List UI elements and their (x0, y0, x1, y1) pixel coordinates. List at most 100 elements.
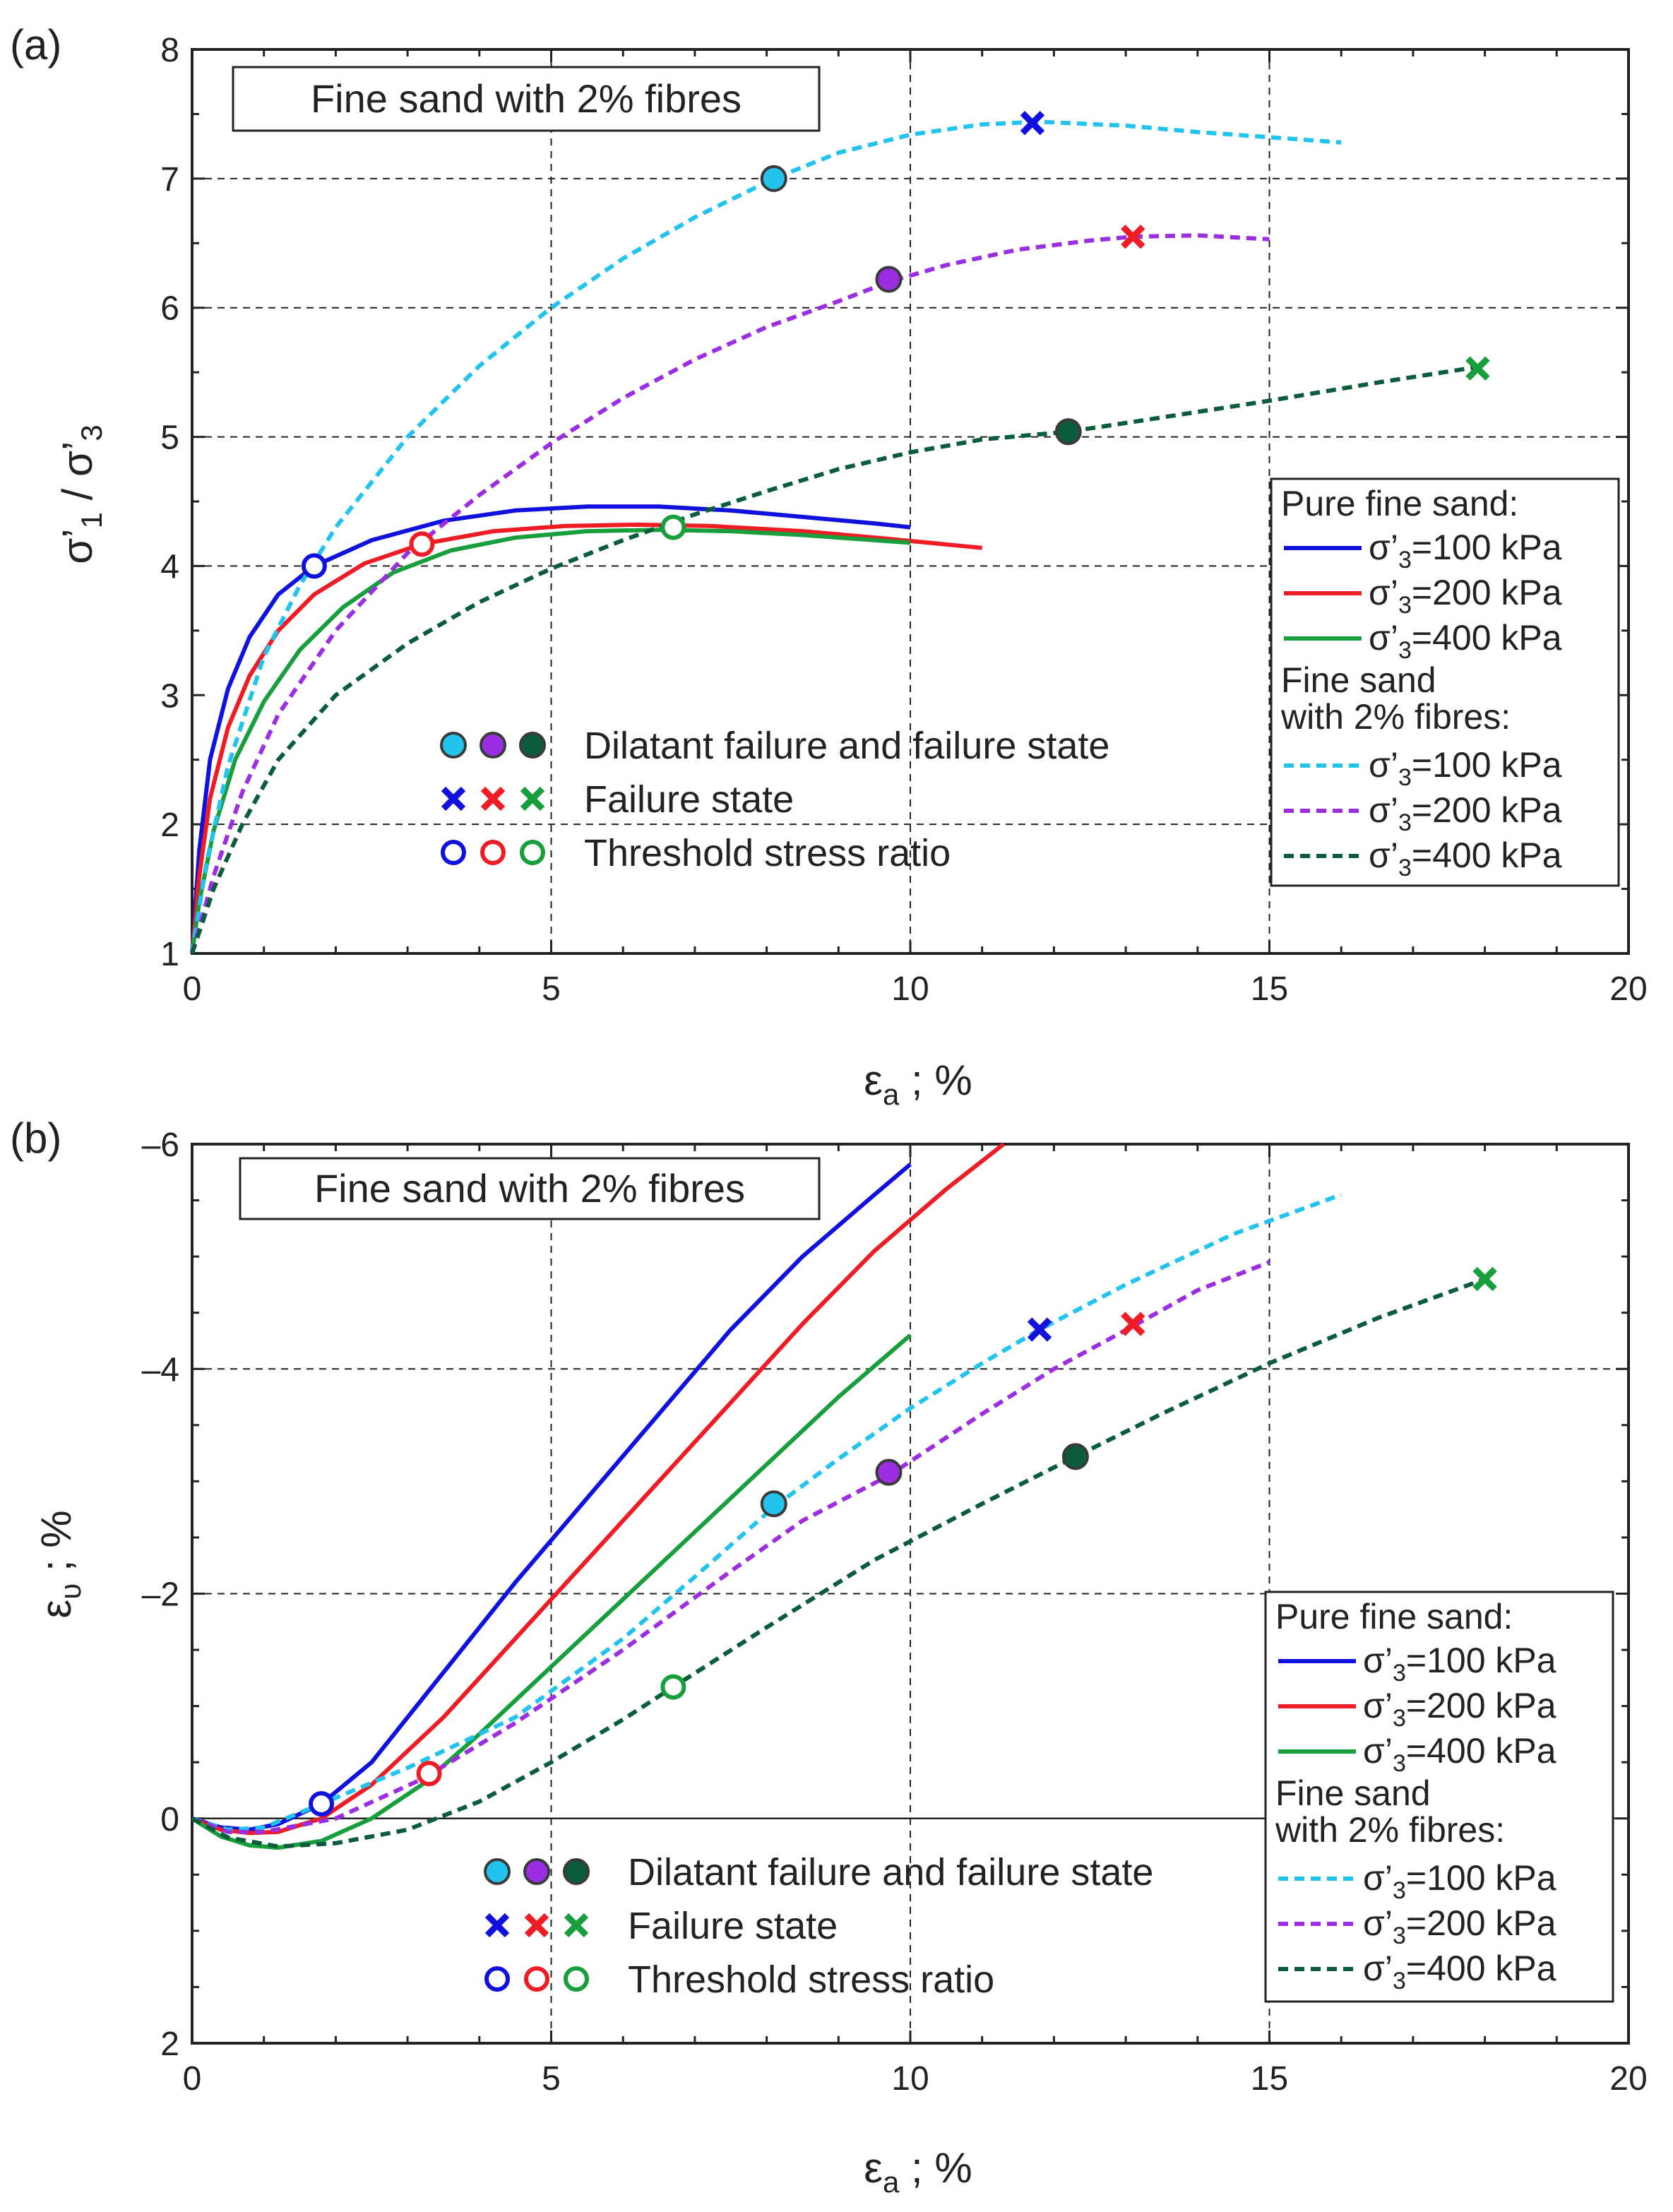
key-label-threshold: Threshold stress ratio (584, 832, 951, 874)
key-marker-dilatant-2 (563, 1858, 590, 1885)
y-tick-label: 8 (160, 32, 179, 69)
series-line-fib_100 (191, 1192, 1342, 1832)
panel-b-chart: 0 5 10 15 20–6–4–202(b)Fine sand with 2% fib… (10, 1114, 1648, 2199)
panel-label: (b) (10, 1114, 61, 1162)
marker-failure-pure_100 (1027, 1317, 1052, 1342)
legend-heading-fib-2: with 2% fibres: (1280, 697, 1511, 737)
x-tick-label: 10 (891, 2060, 929, 2098)
y-tick-label: 4 (160, 548, 179, 585)
x-tick-label: 0 (183, 2060, 202, 2098)
series-line-pure_100 (191, 1163, 912, 1832)
y-axis-label-group: ευ ; % (32, 1510, 87, 1618)
key-marker-failure-0 (484, 1913, 510, 1938)
y-axis-label-group: σ’1 / σ’3 (54, 424, 108, 564)
marker-failure-pure_200 (1121, 224, 1145, 249)
key-marker-dilatant-2 (519, 732, 546, 759)
legend-entry-pure_200: σ’3=200 kPa (1369, 573, 1562, 619)
marker-threshold-pure_400 (660, 514, 686, 540)
marker-failure-pure_100 (1020, 111, 1045, 136)
marker-key: Dilatant failure and failure state Failur… (440, 725, 1109, 874)
y-tick-label: 1 (160, 936, 179, 973)
x-tick-label: 0 (183, 970, 202, 1008)
key-marker-failure-1 (480, 786, 506, 811)
y-tick-label: 5 (160, 420, 179, 457)
panel-a-chart: 0 5 10 15 20 1 2 3 4 5 6 7 8 (a) Fine sand with 2% fib… (10, 21, 1648, 1111)
series-line-fib_100 (190, 119, 1342, 954)
marker-dilatant-fib_100 (760, 165, 787, 192)
legend-entry-fib_400: σ’3=400 kPa (1363, 1949, 1556, 1994)
x-tick-label: 5 (542, 970, 561, 1008)
y-axis-label: ευ ; % (32, 1510, 87, 1618)
legend-entry-pure_400: σ’3=400 kPa (1363, 1731, 1556, 1777)
plot-frame (191, 1143, 1630, 2045)
marker-dilatant-fib_400 (1061, 1443, 1089, 1470)
key-label-dilatant: Dilatant failure and failure state (628, 1851, 1153, 1893)
legend-heading-pure: Pure fine sand: (1281, 484, 1518, 523)
legend-entry-pure_100: σ’3=100 kPa (1369, 528, 1562, 573)
y-tick-label: 3 (160, 677, 179, 715)
marker-failure-pure_400 (1465, 356, 1490, 381)
title-box (239, 1157, 821, 1220)
marker-dilatant-fib_200 (875, 1458, 903, 1486)
legend-entry-pure_100: σ’3=100 kPa (1363, 1641, 1556, 1687)
legend-heading-fib-1: Fine sand (1281, 660, 1436, 700)
legend-heading-fib-2: with 2% fibres: (1275, 1810, 1505, 1850)
chart-title: Fine sand with 2% fibres (314, 1166, 745, 1211)
x-tick-label: 15 (1251, 2060, 1288, 2098)
legend-entry-fib_200: σ’3=200 kPa (1369, 790, 1562, 836)
marker-threshold-pure_100 (301, 553, 327, 579)
key-marker-threshold-1 (524, 1966, 549, 1992)
marker-threshold-pure_200 (416, 1761, 442, 1787)
x-tick-label: 10 (891, 970, 929, 1008)
key-marker-threshold-0 (441, 840, 466, 865)
legend-entry-fib_100: σ’3=100 kPa (1369, 745, 1562, 791)
chart-title: Fine sand with 2% fibres (311, 76, 742, 121)
y-tick-label: 7 (160, 161, 179, 198)
key-marker-failure-2 (520, 786, 545, 811)
marker-failure-pure_200 (1121, 1312, 1145, 1336)
series-line-fib_200 (191, 1260, 1270, 1834)
key-marker-threshold-2 (564, 1966, 589, 1992)
key-marker-dilatant-1 (523, 1858, 550, 1885)
y-axis-label: σ’1 / σ’3 (54, 424, 108, 564)
key-marker-dilatant-1 (480, 732, 506, 759)
legend-heading-pure: Pure fine sand: (1275, 1597, 1513, 1636)
key-marker-dilatant-0 (484, 1858, 511, 1885)
key-marker-failure-0 (441, 786, 466, 811)
key-label-failure: Failure state (628, 1905, 838, 1947)
key-marker-threshold-0 (484, 1966, 510, 1992)
legend-entry-fib_200: σ’3=200 kPa (1363, 1903, 1556, 1949)
marker-dilatant-fib_100 (760, 1490, 787, 1518)
marker-threshold-pure_100 (309, 1791, 335, 1817)
y-tick-label: –6 (142, 1126, 179, 1164)
legend-entry-fib_100: σ’3=100 kPa (1363, 1858, 1556, 1904)
series-line-fib_400 (190, 364, 1486, 954)
x-axis-label: εa ; % (864, 1057, 972, 1111)
marker-dilatant-fib_400 (1054, 418, 1082, 446)
marker-threshold-pure_200 (409, 531, 435, 557)
marker-dilatant-fib_200 (875, 266, 903, 293)
legend-heading-fib-1: Fine sand (1275, 1773, 1431, 1813)
x-tick-label: 20 (1609, 2060, 1647, 2098)
y-tick-label: 0 (160, 1801, 179, 1838)
key-marker-threshold-2 (520, 840, 545, 865)
legend-entry-pure_200: σ’3=200 kPa (1363, 1686, 1556, 1732)
key-marker-dilatant-0 (440, 732, 467, 759)
y-tick-label: 2 (160, 2026, 179, 2063)
y-tick-label: 2 (160, 807, 179, 844)
key-marker-failure-1 (524, 1913, 549, 1938)
key-marker-failure-2 (564, 1913, 589, 1938)
x-tick-label: 5 (542, 2060, 561, 2098)
legend-entry-fib_400: σ’3=400 kPa (1369, 836, 1562, 881)
y-tick-label: –2 (142, 1576, 179, 1614)
y-tick-label: –4 (142, 1351, 179, 1389)
key-label-dilatant: Dilatant failure and failure state (584, 725, 1109, 767)
key-marker-threshold-1 (480, 840, 506, 865)
panel-label: (a) (10, 21, 61, 69)
marker-threshold-pure_400 (660, 1674, 686, 1700)
marker-failure-pure_400 (1472, 1266, 1497, 1292)
x-tick-label: 15 (1251, 970, 1288, 1008)
